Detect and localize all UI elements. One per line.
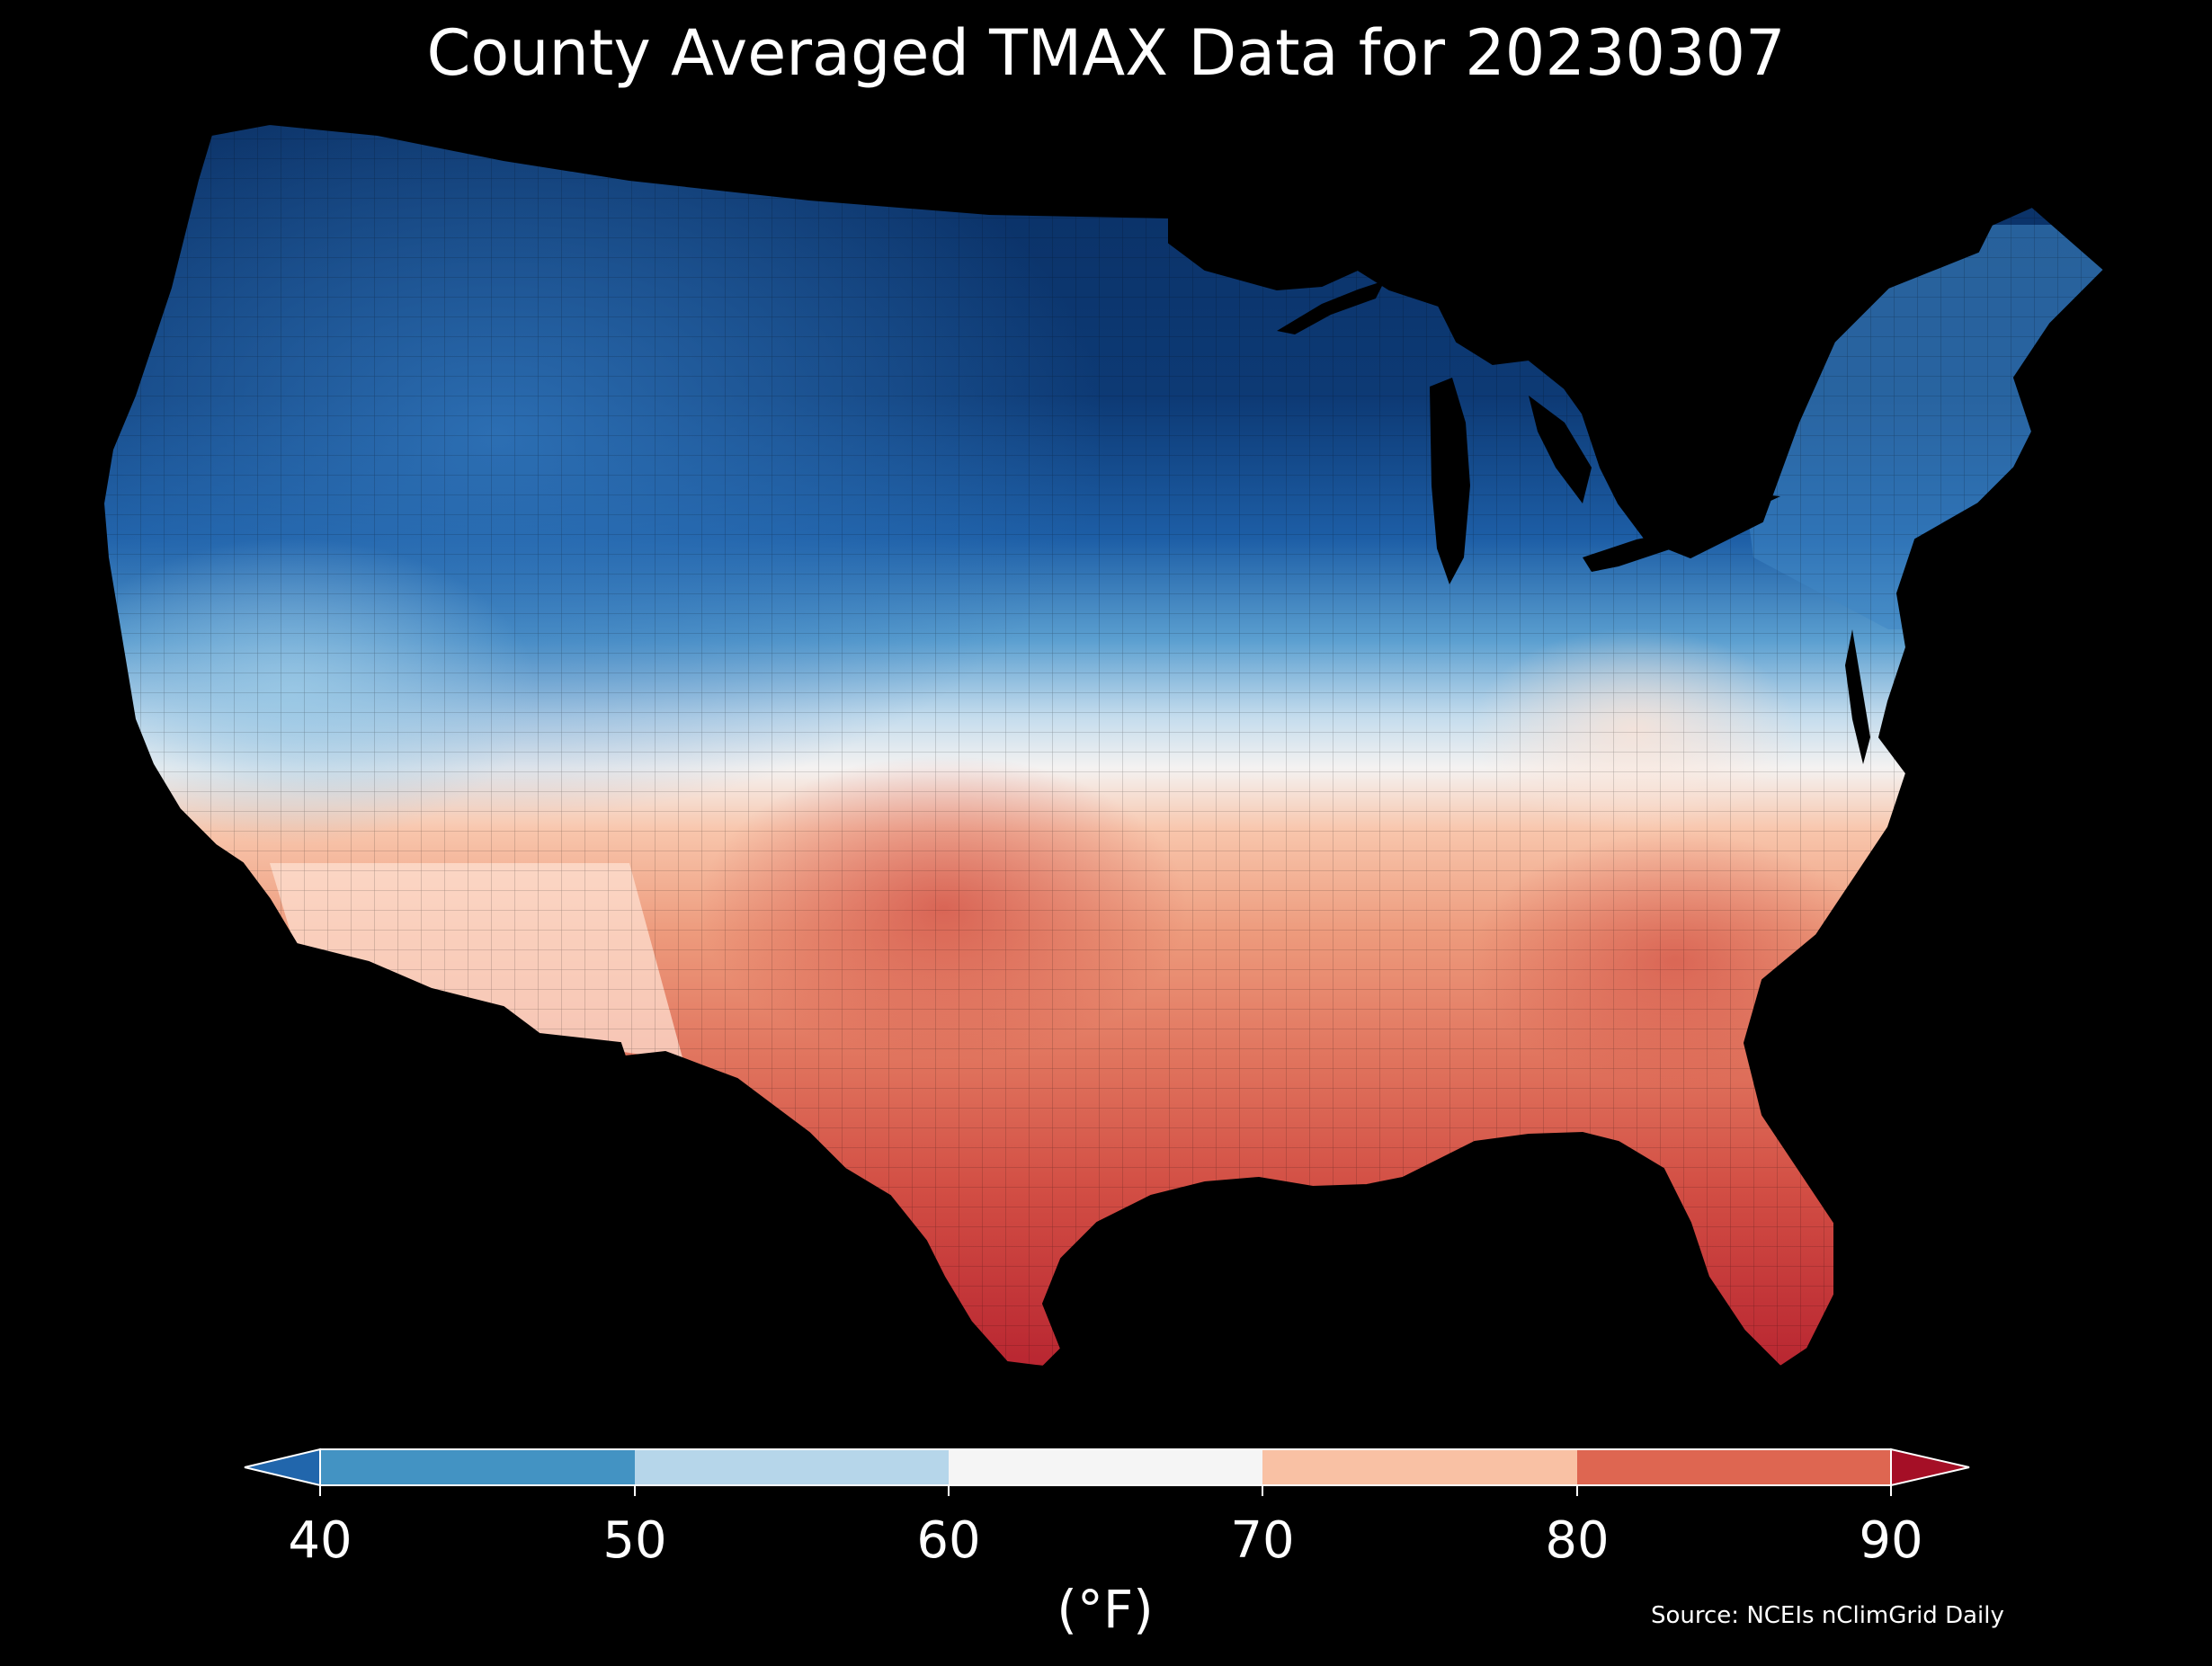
colorbar-under-arrow	[244, 1448, 321, 1487]
colorbar-tick-70: 70	[1230, 1511, 1294, 1570]
colorbar-tick-50: 50	[602, 1511, 666, 1570]
great-lakes	[1277, 281, 1780, 584]
lake-ontario	[1690, 493, 1780, 512]
colorbar-bin-80-90	[1577, 1449, 1891, 1485]
lake-michigan	[1430, 378, 1470, 584]
colorbar-over-arrow	[1890, 1448, 1970, 1487]
lake-erie	[1583, 530, 1681, 572]
temperature-field	[103, 124, 2104, 1367]
lake-superior	[1277, 281, 1385, 334]
colorbar-tick-60: 60	[916, 1511, 980, 1570]
colorbar-tick-40: 40	[288, 1511, 352, 1570]
colorbar-tick-80: 80	[1545, 1511, 1609, 1570]
map-title: County Averaged TMAX Data for 20230307	[426, 16, 1786, 90]
colorbar-bin-40-50	[320, 1449, 635, 1485]
colorbar: 40 50 60 70 80 90 (°F)	[244, 1448, 1970, 1640]
colorbar-bin-60-70	[949, 1449, 1262, 1485]
colorbar-bin-50-60	[635, 1449, 949, 1485]
source-credit: Source: NCEIs nClimGrid Daily	[1651, 1602, 2004, 1629]
colorbar-bin-70-80	[1262, 1449, 1577, 1485]
colorbar-tick-90: 90	[1859, 1511, 1922, 1570]
chesapeake-bay	[1845, 629, 1870, 764]
colorbar-unit-label: (°F)	[1057, 1579, 1154, 1640]
lake-huron	[1529, 396, 1592, 503]
